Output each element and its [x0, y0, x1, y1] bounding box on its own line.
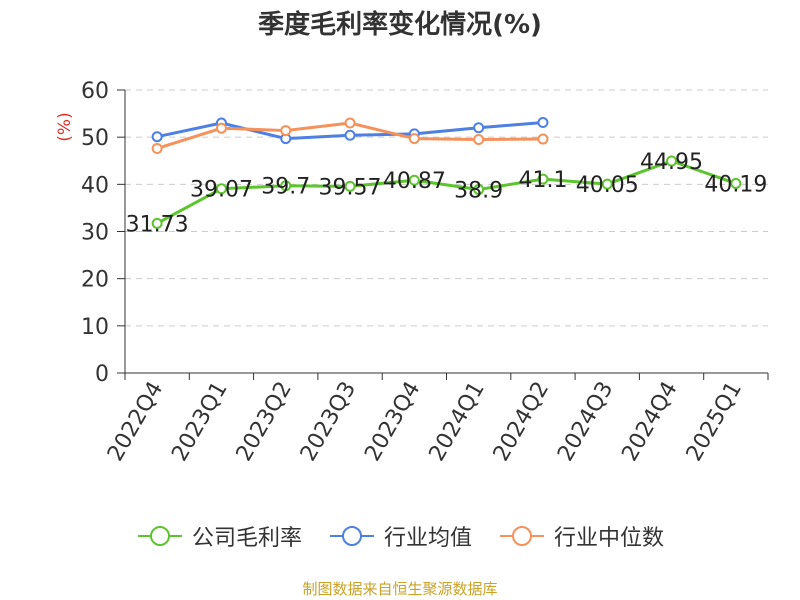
data-point [537, 173, 549, 185]
legend-marker-company [137, 526, 182, 546]
data-point [730, 177, 742, 189]
data-point [344, 117, 356, 129]
y-axis-label: (%) [55, 112, 75, 141]
data-label: 39.57 [319, 175, 382, 200]
legend: 公司毛利率 行业均值 行业中位数 [0, 520, 800, 552]
x-tick-label: 2022Q4 [103, 378, 168, 466]
x-tick-label: 2023Q4 [360, 378, 425, 466]
y-tick-label: 30 [81, 221, 109, 246]
data-point [473, 134, 485, 146]
legend-label-company: 公司毛利率 [191, 526, 302, 551]
legend-label-industry-mean: 行业均值 [383, 526, 472, 551]
legend-item-industry-mean[interactable]: 行业均值 [328, 520, 472, 552]
legend-label-industry-median: 行业中位数 [554, 526, 665, 551]
legend-item-industry-median[interactable]: 行业中位数 [498, 520, 664, 552]
data-point [344, 129, 356, 141]
x-tick-label: 2023Q2 [232, 378, 297, 466]
data-label: 44.95 [640, 150, 703, 175]
legend-marker-industry-median [500, 526, 544, 546]
data-label: 41.1 [518, 168, 567, 193]
data-point [151, 142, 163, 154]
data-point [537, 117, 549, 129]
y-tick-label: 40 [81, 173, 109, 198]
data-point [408, 133, 420, 145]
data-label: 39.07 [190, 178, 253, 203]
x-tick-label: 2024Q3 [553, 378, 618, 466]
x-tick-label: 2025Q1 [682, 378, 747, 466]
data-point [537, 133, 549, 145]
data-point [215, 122, 227, 134]
data-point [215, 183, 227, 195]
y-tick-label: 60 [81, 79, 109, 104]
series-line [156, 159, 737, 225]
y-tick-label: 0 [95, 362, 109, 387]
data-point [408, 174, 420, 186]
data-point [151, 131, 163, 143]
legend-marker-industry-mean [329, 526, 374, 546]
data-point [666, 155, 678, 167]
y-tick-label: 20 [81, 268, 109, 293]
x-tick-label: 2024Q1 [425, 378, 490, 466]
data-label: 31.73 [126, 212, 189, 237]
data-label: 39.7 [261, 175, 310, 200]
x-tick-label: 2024Q4 [617, 378, 682, 466]
x-tick-label: 2023Q1 [167, 378, 232, 466]
data-point [151, 217, 163, 229]
data-point [473, 184, 485, 196]
chart-title: 季度毛利率变化情况(%) [258, 10, 542, 40]
y-tick-label: 10 [81, 315, 109, 340]
source-note: 制图数据来自恒生聚源数据库 [302, 580, 498, 598]
data-label: 40.87 [383, 169, 446, 194]
legend-item-company[interactable]: 公司毛利率 [136, 520, 302, 552]
data-point [601, 178, 613, 190]
data-point [344, 180, 356, 192]
data-label: 40.19 [704, 172, 767, 197]
x-tick-label: 2023Q3 [296, 378, 361, 466]
data-point [280, 180, 292, 192]
data-point [473, 122, 485, 134]
data-point [280, 125, 292, 137]
data-label: 40.05 [576, 173, 639, 198]
x-tick-label: 2024Q2 [489, 378, 554, 466]
y-tick-label: 50 [81, 126, 109, 151]
data-label: 38.9 [454, 179, 503, 204]
